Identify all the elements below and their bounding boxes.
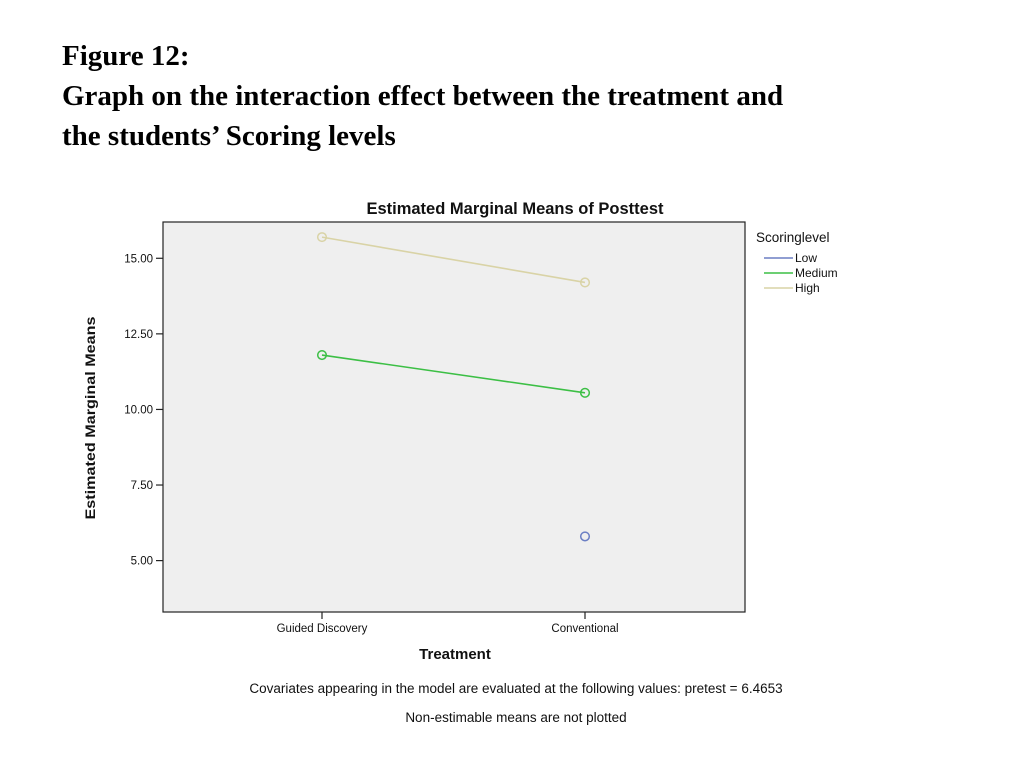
figure-caption-line-2: the students’ Scoring levels — [62, 120, 396, 152]
data-point-low — [579, 531, 591, 542]
figure-caption-line-1: Graph on the interaction effect between … — [62, 80, 784, 112]
x-tick-label: Conventional — [551, 623, 618, 635]
legend-label-low: Low — [795, 251, 817, 265]
figure-heading: Figure 12: Graph on the interaction effe… — [62, 36, 962, 156]
footnote-covariates: Covariates appearing in the model are ev… — [249, 681, 782, 696]
x-axis: Guided Discovery Conventional — [277, 612, 619, 635]
data-point-high — [316, 232, 328, 243]
data-point-medium — [316, 349, 328, 361]
chart-title: Estimated Marginal Means of Posttest — [366, 200, 664, 218]
data-point-medium — [579, 387, 591, 398]
data-point-high — [579, 277, 591, 288]
figure-label: Figure 12: — [62, 40, 190, 72]
series-layer — [316, 232, 591, 542]
x-tick-label: Guided Discovery — [277, 623, 368, 635]
y-axis: 5.00 7.50 10.00 12.50 15.00 — [124, 253, 163, 568]
x-axis-label: Treatment — [419, 646, 491, 663]
legend-label-high: High — [795, 281, 820, 295]
y-tick-label: 12.50 — [124, 329, 153, 341]
y-tick-label: 15.00 — [124, 253, 153, 265]
series-line-medium — [321, 354, 586, 394]
y-tick-label: 10.00 — [124, 404, 153, 416]
footnote-non-estimable: Non-estimable means are not plotted — [405, 710, 626, 725]
y-tick-label: 5.00 — [131, 556, 153, 568]
series-line-high — [321, 236, 586, 284]
y-axis-label: Estimated Marginal Means — [82, 316, 98, 519]
legend-label-medium: Medium — [795, 266, 838, 280]
plot-area — [162, 221, 746, 613]
y-tick-label: 7.50 — [131, 480, 153, 492]
legend-title: Scoringlevel — [756, 230, 830, 245]
